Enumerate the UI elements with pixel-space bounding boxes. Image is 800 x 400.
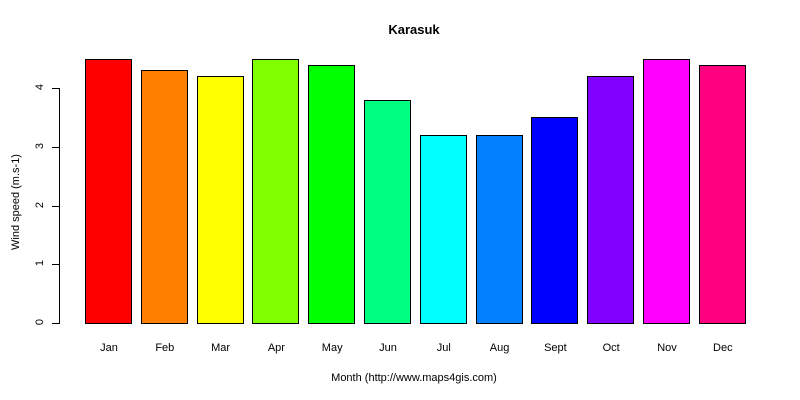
x-tick-label: Jun (379, 342, 397, 354)
y-tick-label: 1 (34, 260, 46, 267)
bar-mar (196, 76, 244, 324)
bar-jul (419, 135, 467, 324)
x-tick-label: Apr (267, 342, 285, 354)
y-tick (52, 88, 59, 89)
bar-apr (252, 58, 300, 324)
x-tick-label: May (321, 342, 343, 354)
bar-may (308, 64, 356, 324)
chart-title: Karasuk (388, 22, 440, 37)
y-axis-line (59, 88, 60, 324)
bar-aug (475, 135, 523, 324)
x-tick-label: Sept (544, 342, 567, 354)
x-tick-label: Feb (155, 342, 175, 354)
bar-dec (698, 64, 746, 324)
x-tick-label: Nov (657, 342, 677, 354)
y-tick (52, 146, 59, 148)
y-tick-label: 2 (34, 201, 46, 208)
x-axis-label: Month (http://www.maps4gis.com) (331, 372, 497, 384)
bar-oct (587, 76, 635, 324)
y-tick (52, 323, 59, 324)
x-tick-label: Jul (436, 342, 451, 354)
y-tick-label: 3 (34, 142, 46, 149)
y-tick (52, 264, 59, 266)
x-tick-label: Mar (211, 342, 231, 354)
x-tick-label: Dec (713, 342, 733, 354)
bar-jan (85, 58, 132, 324)
y-tick-label: 0 (34, 318, 46, 326)
bar-feb (140, 70, 188, 324)
y-tick (52, 205, 59, 207)
x-tick-label: Oct (602, 342, 620, 354)
y-axis-label: Wind speed (m.s-1) (10, 154, 22, 250)
x-tick-label: Jan (100, 342, 118, 354)
bar-sept (531, 117, 579, 324)
x-tick-label: Aug (489, 342, 510, 354)
bar-jun (364, 99, 411, 324)
y-tick-label: 4 (34, 83, 46, 91)
bar-nov (643, 58, 690, 324)
